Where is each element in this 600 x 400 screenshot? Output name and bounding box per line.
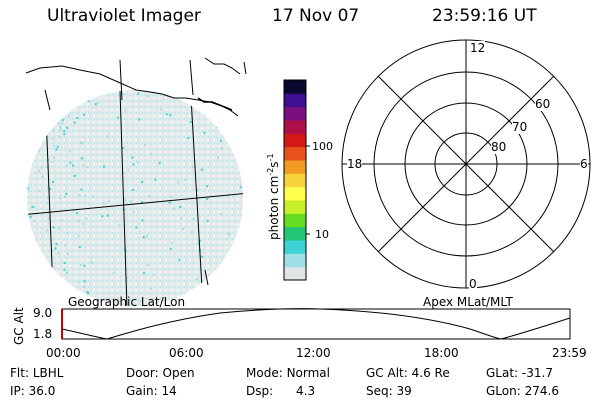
lat-label-60: 60 <box>535 97 551 111</box>
polar-plot <box>341 39 591 289</box>
polar-caption: Apex MLat/MLT <box>423 295 513 309</box>
mlt-label-0: 0 <box>469 277 477 291</box>
colorbar-segment <box>284 173 306 188</box>
ip-field: IP: 36.0 <box>10 384 56 398</box>
colorbar-segment <box>284 226 306 241</box>
colorbar-segment <box>284 253 306 268</box>
mlt-label-6: 6 <box>580 157 588 171</box>
coastline-3 <box>243 61 247 75</box>
alt-ytick-1.8: 1.8 <box>33 327 53 341</box>
date: 17 Nov 07 <box>272 6 360 26</box>
colorbar-unit-label: photon cm-2s-1 <box>266 153 281 240</box>
glon-field: GLon: 274.6 <box>486 384 559 398</box>
coastline-2 <box>204 57 241 75</box>
colorbar-segment <box>284 80 306 94</box>
coastline-4 <box>197 97 233 111</box>
altitude-plot <box>61 308 571 340</box>
colorbar-segment <box>284 93 306 108</box>
alt-xtick-0000: 00:00 <box>46 346 81 360</box>
mlt-label-18: 18 <box>347 157 363 171</box>
colorbar-tick-10: 10 <box>315 228 329 241</box>
gcalt-field: GC Alt: 4.6 Re <box>366 366 450 380</box>
colorbar-segment <box>284 266 306 281</box>
door-field: Door: Open <box>126 366 195 380</box>
title: Ultraviolet Imager <box>47 6 201 26</box>
dsp-field: Dsp: 4.3 <box>246 384 316 398</box>
mlt-label-12: 12 <box>470 41 486 55</box>
lat-label-80: 80 <box>491 140 507 154</box>
colorbar-segment <box>284 160 306 174</box>
colorbar-segment <box>284 186 306 201</box>
seq-field: Seq: 39 <box>366 384 412 398</box>
colorbar-segment <box>284 120 306 134</box>
colorbar-segment <box>284 240 306 254</box>
colorbar-segment <box>284 146 306 161</box>
colorbar-segment <box>284 106 306 121</box>
alt-xtick-1800: 18:00 <box>424 346 459 360</box>
gain-field: Gain: 14 <box>126 384 177 398</box>
alt-ytick-9: 9.0 <box>33 306 53 320</box>
alt-xtick-0600: 06:00 <box>169 346 204 360</box>
colorbar <box>283 79 310 281</box>
altitude-curve <box>61 308 571 340</box>
time: 23:59:16 UT <box>432 6 537 26</box>
alt-xtick-2359: 23:59 <box>552 346 587 360</box>
colorbar-segment <box>284 213 306 228</box>
glat-field: GLat: -31.7 <box>486 366 553 380</box>
mode-field: Mode: Normal <box>246 366 330 380</box>
lat-label-70: 70 <box>512 120 528 134</box>
colorbar-segment <box>284 200 306 214</box>
geo-image-panel <box>25 57 247 306</box>
flt-field: Flt: LBHL <box>10 366 64 380</box>
alt-xtick-1200: 12:00 <box>296 346 331 360</box>
colorbar-segment <box>284 133 306 148</box>
geo-caption: Geographic Lat/Lon <box>68 295 186 309</box>
colorbar-tick-100: 100 <box>312 140 333 153</box>
